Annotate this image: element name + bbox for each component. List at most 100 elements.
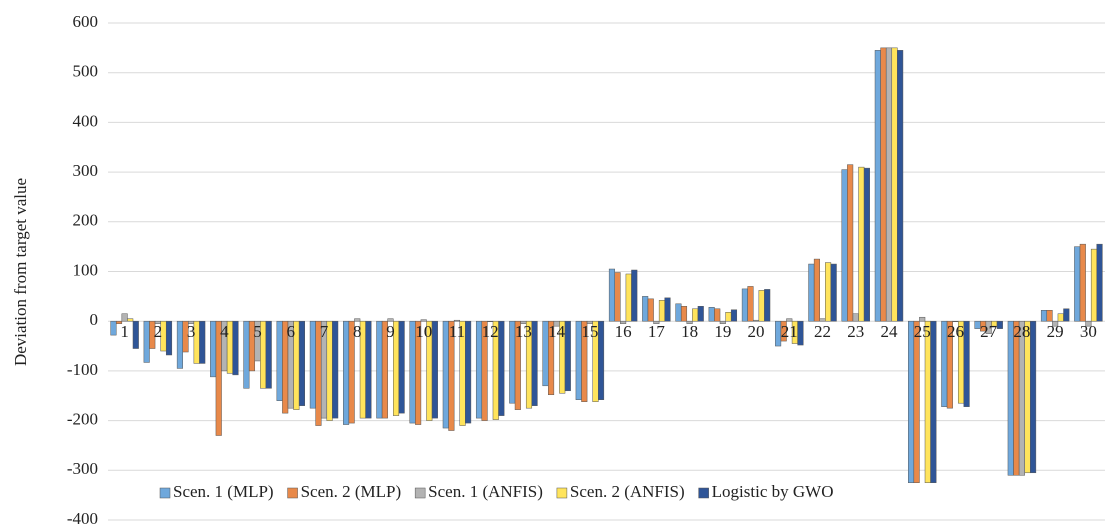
- bar: [753, 319, 760, 322]
- bar: [448, 320, 455, 431]
- x-tick-label: 16: [615, 322, 632, 341]
- bar: [514, 320, 521, 410]
- bar: [1085, 320, 1092, 327]
- x-tick-label: 30: [1080, 322, 1097, 341]
- bar: [819, 318, 826, 322]
- bar: [121, 313, 128, 322]
- bar: [675, 303, 682, 322]
- x-tick-label: 28: [1013, 322, 1030, 341]
- y-tick-label: 600: [73, 12, 99, 31]
- y-tick-label: 500: [73, 62, 99, 81]
- legend-swatch: [556, 487, 568, 499]
- x-tick-label: 18: [681, 322, 698, 341]
- bar: [963, 320, 970, 407]
- bar: [276, 320, 283, 401]
- bar: [880, 47, 887, 322]
- bar: [398, 320, 405, 414]
- x-tick-label: 19: [714, 322, 731, 341]
- bar: [149, 320, 156, 349]
- bar: [664, 297, 671, 322]
- bar: [614, 272, 621, 322]
- x-tick-label: 12: [482, 322, 499, 341]
- bar: [813, 258, 820, 322]
- bar: [1090, 248, 1098, 322]
- bar: [387, 318, 394, 322]
- bar: [891, 47, 898, 322]
- bar: [714, 308, 721, 322]
- x-tick-label: 7: [320, 322, 329, 341]
- bar: [381, 320, 388, 419]
- bar: [564, 320, 571, 392]
- x-tick-label: 25: [914, 322, 931, 341]
- bar: [210, 320, 217, 378]
- bar: [908, 320, 915, 483]
- bar: [1046, 310, 1053, 322]
- bar: [653, 320, 660, 324]
- y-tick-label: 200: [73, 211, 99, 230]
- bar: [852, 313, 859, 322]
- legend-label: Scen. 2 (MLP): [301, 482, 402, 501]
- bar: [897, 50, 904, 322]
- bar: [165, 320, 173, 356]
- y-tick-label: -200: [67, 410, 98, 429]
- bar: [825, 262, 832, 322]
- bar: [376, 320, 383, 419]
- bar: [758, 290, 765, 322]
- bar: [747, 286, 754, 322]
- bar: [730, 309, 738, 322]
- bar: [642, 296, 649, 322]
- bar: [110, 320, 117, 336]
- bar: [115, 320, 123, 324]
- bar: [708, 307, 715, 322]
- bar: [913, 320, 920, 483]
- bar: [1063, 308, 1070, 322]
- bar: [581, 320, 588, 402]
- x-tick-label: 29: [1047, 322, 1064, 341]
- legend-label: Logistic by GWO: [712, 482, 834, 501]
- x-tick-label: 24: [880, 322, 898, 341]
- bar: [647, 298, 654, 322]
- x-tick-label: 2: [154, 322, 163, 341]
- bar: [985, 320, 992, 334]
- x-tick-label: 13: [515, 322, 532, 341]
- legend-swatch: [159, 487, 171, 499]
- bar: [786, 318, 793, 322]
- bar: [531, 320, 538, 406]
- y-axis-label: Deviation from target value: [11, 178, 30, 366]
- x-tick-label: 21: [781, 322, 798, 341]
- bar: [127, 318, 134, 322]
- bar: [924, 320, 931, 483]
- bar: [1013, 320, 1020, 476]
- bar: [885, 47, 893, 322]
- x-tick-label: 23: [847, 322, 864, 341]
- x-tick-label: 5: [253, 322, 262, 341]
- bar: [1018, 320, 1025, 476]
- bar: [620, 320, 627, 324]
- bar: [442, 320, 449, 429]
- bar: [625, 273, 632, 322]
- bar: [919, 316, 926, 322]
- y-tick-label: 0: [90, 310, 99, 329]
- bar: [215, 320, 222, 436]
- bar: [199, 320, 206, 364]
- bar: [830, 263, 837, 322]
- bar: [780, 320, 787, 342]
- bar: [680, 306, 688, 322]
- bar: [176, 320, 183, 369]
- bar: [741, 288, 748, 322]
- bar: [996, 320, 1003, 329]
- bar: [415, 320, 422, 425]
- x-tick-label: 14: [548, 322, 566, 341]
- bar: [1024, 320, 1031, 474]
- legend-label: Scen. 1 (MLP): [173, 482, 274, 501]
- bar: [946, 320, 953, 409]
- bar: [182, 320, 189, 353]
- bar: [719, 320, 726, 324]
- x-tick-label: 1: [120, 322, 129, 341]
- x-tick-label: 8: [353, 322, 362, 341]
- bar: [1096, 243, 1103, 322]
- x-tick-label: 10: [415, 322, 432, 341]
- bar: [598, 320, 605, 400]
- x-tick-label: 4: [220, 322, 229, 341]
